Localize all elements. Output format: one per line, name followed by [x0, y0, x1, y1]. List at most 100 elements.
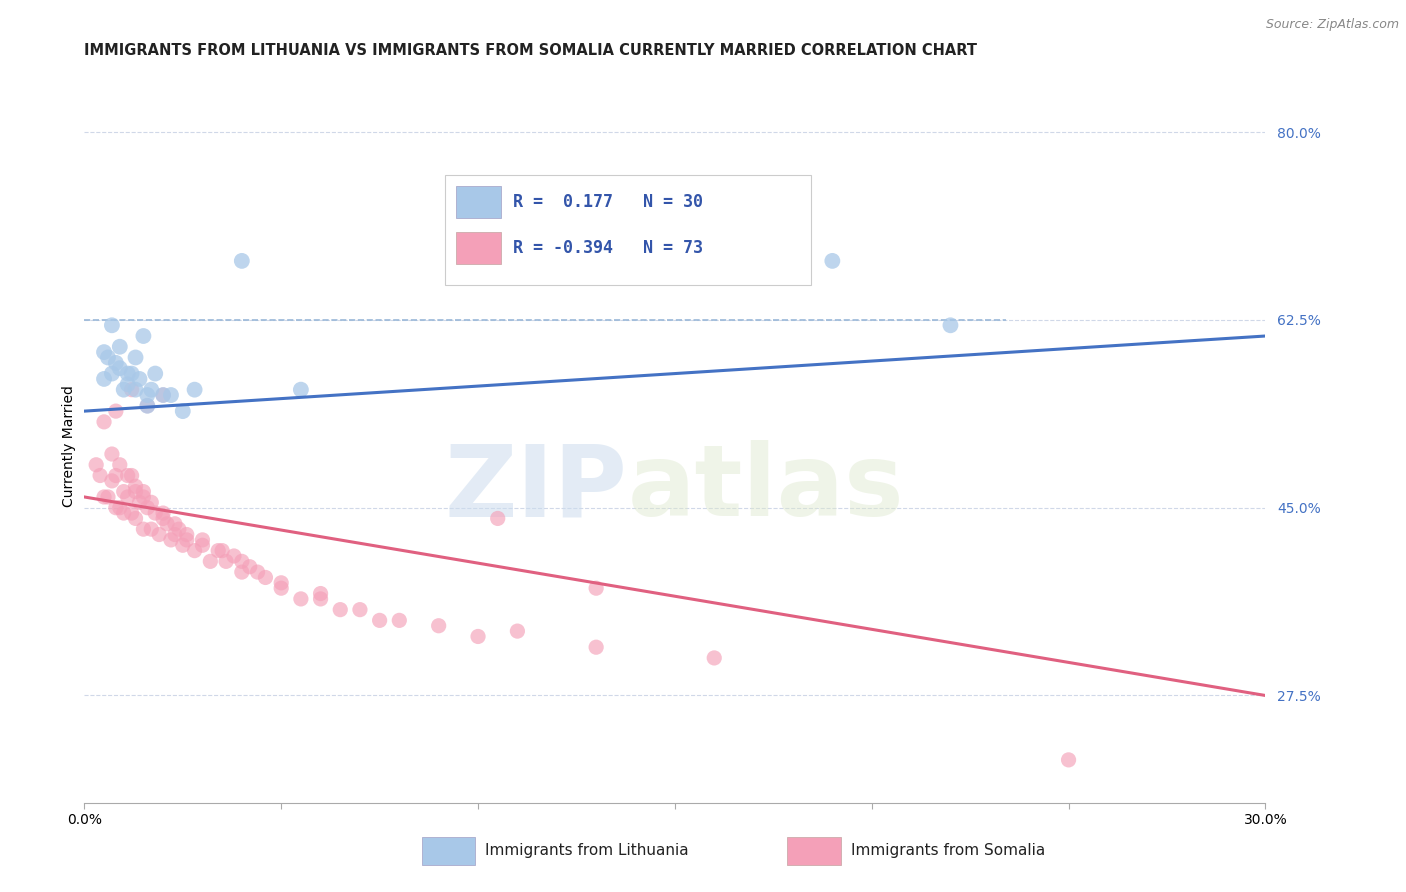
Point — [132, 484, 155, 499]
Point — [200, 554, 222, 568]
Point — [160, 533, 183, 547]
Point — [152, 506, 174, 520]
Point — [239, 559, 262, 574]
Point — [121, 383, 143, 397]
Point — [447, 253, 470, 268]
Point — [132, 329, 155, 343]
Point — [246, 565, 269, 579]
Point — [183, 543, 205, 558]
Point — [163, 516, 186, 531]
Point — [132, 522, 155, 536]
Point — [349, 602, 371, 616]
Point — [148, 527, 170, 541]
Point — [176, 527, 198, 541]
Point — [117, 490, 139, 504]
Text: Source: ZipAtlas.com: Source: ZipAtlas.com — [1265, 18, 1399, 31]
Point — [183, 383, 205, 397]
Point — [254, 570, 277, 584]
Point — [290, 383, 312, 397]
Point — [141, 383, 163, 397]
Point — [104, 500, 127, 515]
Point — [486, 511, 509, 525]
Text: ZIP: ZIP — [444, 441, 627, 537]
Point — [152, 511, 174, 525]
Point — [163, 527, 186, 541]
Point — [231, 554, 253, 568]
Point — [124, 484, 146, 499]
Point — [117, 377, 139, 392]
Text: IMMIGRANTS FROM LITHUANIA VS IMMIGRANTS FROM SOMALIA CURRENTLY MARRIED CORRELATI: IMMIGRANTS FROM LITHUANIA VS IMMIGRANTS … — [84, 43, 977, 58]
Text: Immigrants from Somalia: Immigrants from Somalia — [851, 844, 1045, 858]
Point — [222, 549, 245, 563]
Point — [112, 484, 135, 499]
Point — [231, 253, 253, 268]
Point — [101, 447, 124, 461]
Point — [132, 490, 155, 504]
Point — [160, 388, 183, 402]
Point — [156, 516, 179, 531]
Point — [124, 383, 146, 397]
Point — [388, 613, 411, 627]
Point — [108, 458, 131, 472]
Y-axis label: Currently Married: Currently Married — [62, 385, 76, 507]
Point — [191, 538, 214, 552]
Point — [939, 318, 962, 333]
Point — [270, 575, 292, 590]
Point — [172, 404, 194, 418]
Point — [167, 522, 190, 536]
Point — [136, 399, 159, 413]
Point — [112, 383, 135, 397]
Text: R =  0.177   N = 30: R = 0.177 N = 30 — [513, 193, 703, 211]
Point — [215, 554, 238, 568]
Point — [506, 624, 529, 639]
Point — [108, 500, 131, 515]
Point — [368, 613, 391, 627]
Text: R = -0.394   N = 73: R = -0.394 N = 73 — [513, 239, 703, 257]
FancyBboxPatch shape — [457, 186, 502, 218]
Point — [128, 372, 150, 386]
Point — [309, 591, 332, 606]
Point — [108, 340, 131, 354]
Point — [152, 388, 174, 402]
Point — [97, 351, 120, 365]
Point — [121, 468, 143, 483]
Point — [136, 500, 159, 515]
Point — [207, 543, 229, 558]
Point — [1057, 753, 1080, 767]
Point — [124, 479, 146, 493]
Point — [152, 388, 174, 402]
Point — [821, 253, 844, 268]
Point — [703, 651, 725, 665]
Point — [136, 388, 159, 402]
Point — [97, 490, 120, 504]
Point — [467, 630, 489, 644]
Point — [172, 538, 194, 552]
Point — [104, 468, 127, 483]
Point — [141, 495, 163, 509]
Point — [101, 474, 124, 488]
Point — [93, 372, 115, 386]
Point — [141, 522, 163, 536]
Point — [136, 399, 159, 413]
Point — [112, 506, 135, 520]
Point — [93, 415, 115, 429]
Point — [329, 602, 352, 616]
Point — [89, 468, 111, 483]
Point — [585, 581, 607, 595]
FancyBboxPatch shape — [444, 175, 811, 285]
Point — [290, 591, 312, 606]
Point — [104, 404, 127, 418]
Text: atlas: atlas — [627, 441, 904, 537]
Point — [191, 533, 214, 547]
Point — [231, 565, 253, 579]
Point — [104, 356, 127, 370]
Point — [124, 351, 146, 365]
Point — [309, 586, 332, 600]
Point — [101, 367, 124, 381]
Point — [117, 468, 139, 483]
Point — [664, 270, 686, 285]
Point — [427, 619, 450, 633]
Point — [93, 490, 115, 504]
Point — [124, 511, 146, 525]
Point — [101, 318, 124, 333]
